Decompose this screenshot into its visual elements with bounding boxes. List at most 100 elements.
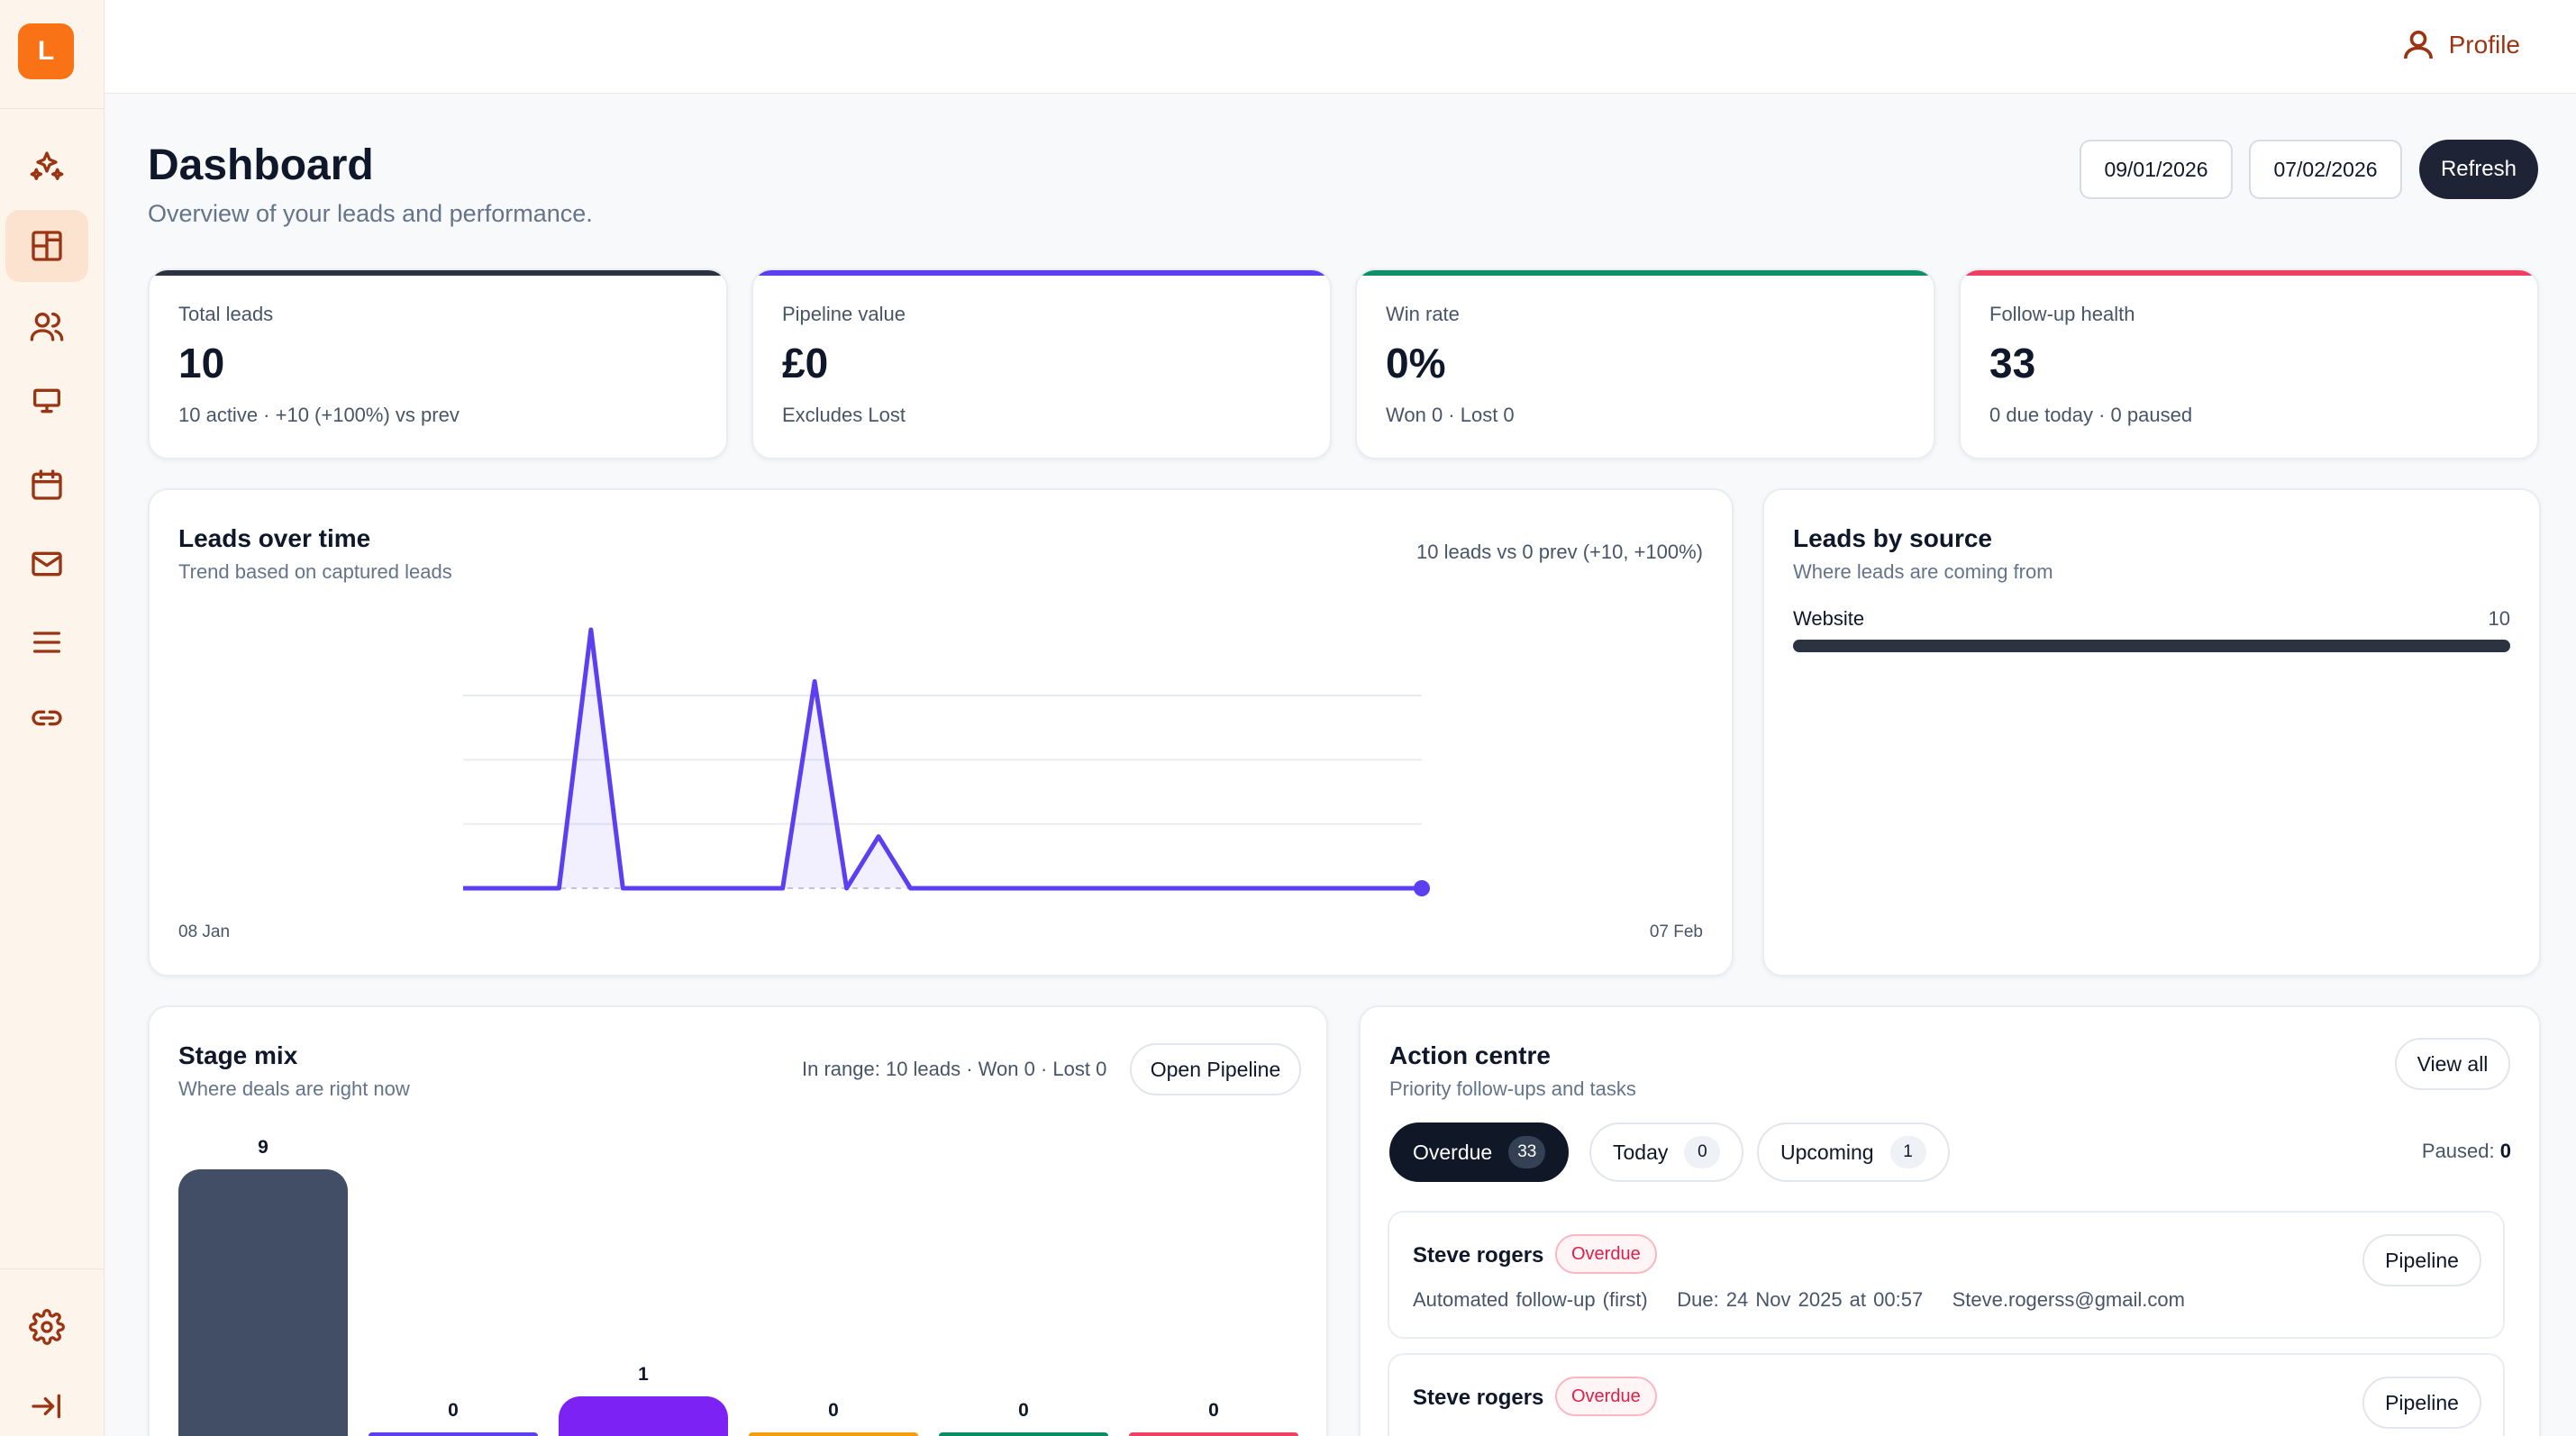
paused-label: Paused: <box>2421 1140 2495 1162</box>
last-point-marker[interactable] <box>1414 880 1430 896</box>
view-all-button[interactable]: View all <box>2395 1038 2510 1090</box>
refresh-button[interactable]: Refresh <box>2419 140 2538 199</box>
card-subtitle: Trend based on captured leads <box>178 560 452 583</box>
tab-label: Upcoming <box>1780 1140 1874 1164</box>
kpi-label: Pipeline value <box>782 303 906 325</box>
stage-value-label: 0 <box>1208 1400 1219 1421</box>
sidebar-item-pipeline[interactable] <box>5 365 88 437</box>
sidebar-item-leads[interactable] <box>5 290 88 362</box>
kpi-card-total-leads: Total leads 10 10 active · +10 (+100%) v… <box>148 268 728 459</box>
stage-value-label: 0 <box>1018 1400 1029 1421</box>
card-subtitle: Priority follow-ups and tasks <box>1389 1077 1636 1100</box>
leads-over-time-card: Leads over time Trend based on captured … <box>148 488 1734 977</box>
kpi-card-follow-up-health: Follow-up health 33 0 due today · 0 paus… <box>1959 268 2539 459</box>
stage-bar[interactable] <box>749 1432 918 1436</box>
date-to-input[interactable]: 07/02/2026 <box>2249 140 2402 199</box>
stage-value-label: 0 <box>448 1400 459 1421</box>
kpi-sub: Won 0 · Lost 0 <box>1386 404 1515 426</box>
dashboard-icon <box>32 231 62 261</box>
kpi-value: 0% <box>1386 340 1446 386</box>
leads-by-source-card: Leads by source Where leads are coming f… <box>1762 488 2541 977</box>
sidebar: L <box>0 0 105 1436</box>
sidebar-item-calendar[interactable] <box>5 449 88 521</box>
leads-summary: 10 leads vs 0 prev (+10, +100%) <box>1416 541 1703 563</box>
sidebar-item-ai[interactable] <box>5 131 88 203</box>
link-icon <box>32 710 62 726</box>
stage-bar[interactable] <box>178 1169 348 1436</box>
stage-value-label: 9 <box>258 1137 269 1158</box>
stage-value-label: 0 <box>828 1400 839 1421</box>
stage-value-label: 1 <box>638 1364 649 1385</box>
sidebar-item-integrations[interactable] <box>5 682 88 754</box>
task-contact-name[interactable]: Steve rogers <box>1413 1243 1544 1268</box>
kpi-sub: 0 due today · 0 paused <box>1989 404 2193 426</box>
mail-icon <box>32 551 62 577</box>
card-title: Leads by source <box>1793 524 1992 552</box>
tab-count: 0 <box>1684 1136 1721 1168</box>
kpi-card-pipeline-value: Pipeline value £0 Excludes Lost <box>751 268 1332 459</box>
source-label: Website <box>1793 607 1865 630</box>
series-line <box>463 627 1422 891</box>
sidebar-item-collapse[interactable] <box>5 1370 88 1436</box>
sidebar-divider <box>0 108 105 109</box>
stage-bar[interactable] <box>939 1432 1108 1436</box>
tab-label: Overdue <box>1413 1140 1493 1164</box>
sparkles-icon <box>30 151 64 180</box>
tab-overdue[interactable]: Overdue 33 <box>1389 1122 1570 1182</box>
status-badge: Overdue <box>1555 1234 1657 1274</box>
pipeline-button[interactable]: Pipeline <box>2362 1234 2481 1286</box>
kpi-accent-bar <box>753 270 1330 276</box>
x-axis-end-label: 07 Feb <box>1649 922 1703 941</box>
kpi-card-win-rate: Win rate 0% Won 0 · Lost 0 <box>1355 268 1935 459</box>
card-title: Action centre <box>1389 1041 1551 1069</box>
kpi-label: Follow-up health <box>1989 303 2135 325</box>
card-title: Leads over time <box>178 524 371 552</box>
kpi-value: 10 <box>178 340 225 386</box>
open-pipeline-button[interactable]: Open Pipeline <box>1130 1043 1301 1095</box>
sidebar-item-list[interactable] <box>5 606 88 678</box>
app-logo[interactable]: L <box>18 23 74 79</box>
tab-count: 33 <box>1508 1136 1546 1168</box>
kpi-value: £0 <box>782 340 829 386</box>
kpi-label: Win rate <box>1386 303 1460 325</box>
source-bar-fill <box>1793 640 2510 652</box>
status-badge: Overdue <box>1555 1377 1657 1416</box>
sidebar-divider-bottom <box>0 1268 105 1269</box>
topbar: Profile <box>105 0 2576 94</box>
pipeline-button[interactable]: Pipeline <box>2362 1377 2481 1429</box>
tab-count: 1 <box>1889 1136 1926 1168</box>
sidebar-item-email[interactable] <box>5 528 88 600</box>
kpi-value: 33 <box>1989 340 2036 386</box>
sidebar-item-settings[interactable] <box>5 1291 88 1363</box>
stage-bar[interactable] <box>1129 1432 1298 1436</box>
date-from-input[interactable]: 09/01/2026 <box>2080 140 2233 199</box>
x-axis-start-label: 08 Jan <box>178 922 231 941</box>
paused-count: 0 <box>2499 1140 2511 1162</box>
task-item[interactable]: Steve rogers Overdue Pipeline <box>1388 1353 2505 1436</box>
paused-indicator: Paused: 0 <box>2422 1140 2511 1163</box>
source-bar-track <box>1793 640 2510 652</box>
kpi-accent-bar <box>1357 270 1934 276</box>
tab-label: Today <box>1613 1140 1669 1164</box>
kpi-sub: Excludes Lost <box>782 404 906 426</box>
menu-icon <box>33 632 61 653</box>
page-subtitle: Overview of your leads and performance. <box>148 200 593 227</box>
stage-summary: In range: 10 leads · Won 0 · Lost 0 <box>802 1058 1107 1080</box>
card-subtitle: Where leads are coming from <box>1793 560 2053 583</box>
monitor-icon <box>33 388 60 414</box>
tab-today[interactable]: Today 0 <box>1589 1122 1744 1182</box>
sidebar-item-dashboard[interactable] <box>5 210 88 282</box>
calendar-icon <box>32 469 62 500</box>
stage-bar[interactable] <box>559 1396 728 1436</box>
kpi-label: Total leads <box>178 303 274 325</box>
leads-line-chart <box>463 627 1430 896</box>
source-value: 10 <box>2488 607 2510 630</box>
kpi-accent-bar <box>150 270 726 276</box>
profile-button[interactable]: Profile <box>2400 25 2520 65</box>
stage-bar[interactable] <box>369 1432 538 1436</box>
card-title: Stage mix <box>178 1041 298 1069</box>
tab-upcoming[interactable]: Upcoming 1 <box>1757 1122 1950 1182</box>
task-item[interactable]: Steve rogers Overdue Automated follow-up… <box>1388 1211 2505 1339</box>
task-contact-name[interactable]: Steve rogers <box>1413 1386 1544 1410</box>
kpi-accent-bar <box>1961 270 2537 276</box>
